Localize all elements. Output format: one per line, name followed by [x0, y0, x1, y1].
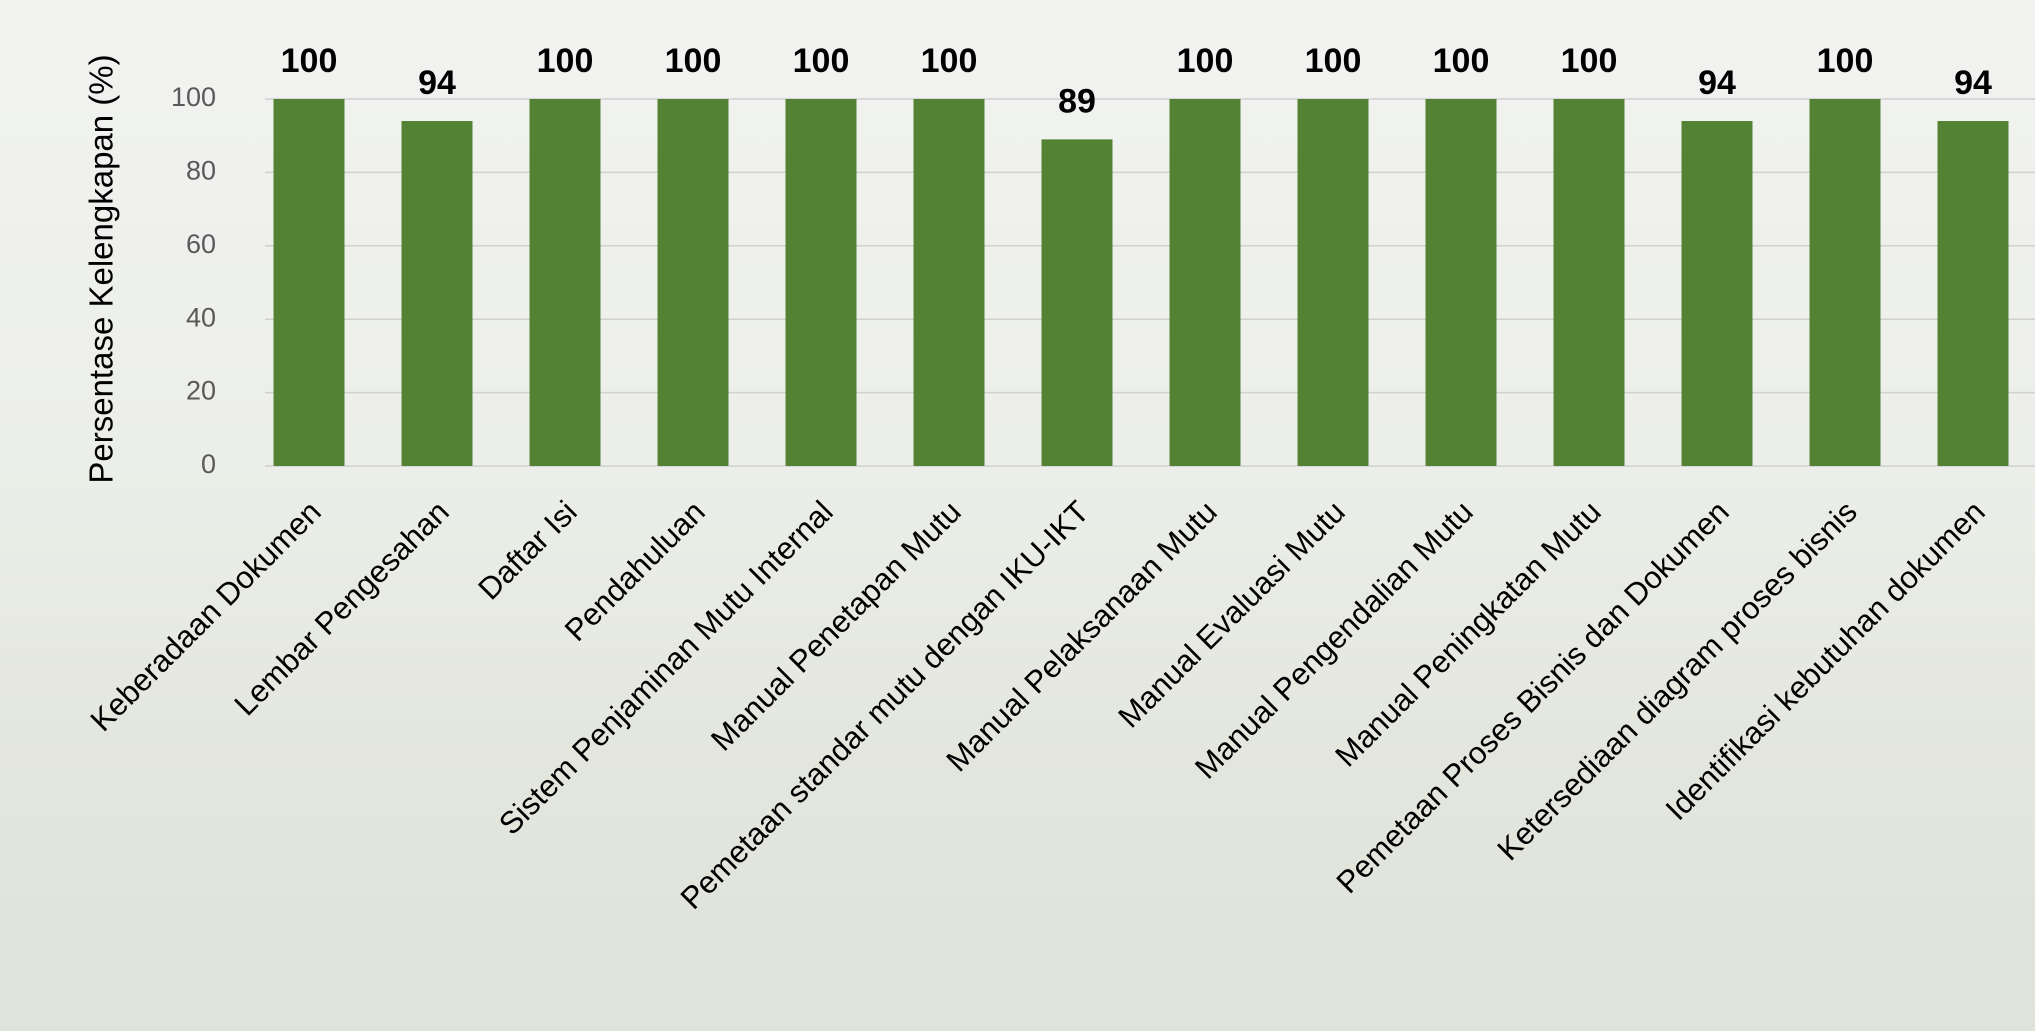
y-tick-label: 100 — [171, 82, 216, 112]
data-label: 94 — [1698, 64, 1736, 102]
data-label: 94 — [418, 64, 456, 102]
bar — [1681, 121, 1753, 467]
x-tick-label: Keberadaan Dokumen — [84, 494, 328, 738]
y-tick-label: 80 — [186, 156, 216, 186]
bar — [657, 99, 729, 466]
x-tick-label: Lembar Pengesahan — [227, 494, 455, 722]
y-tick-label: 20 — [186, 376, 216, 406]
data-label: 100 — [665, 42, 722, 80]
data-label: 100 — [281, 42, 338, 80]
bar — [1937, 121, 2009, 467]
bar — [1425, 99, 1497, 466]
data-label: 100 — [1817, 42, 1874, 80]
data-label: 100 — [1305, 42, 1362, 80]
data-label: 100 — [793, 42, 850, 80]
bar — [1041, 139, 1113, 466]
data-label: 100 — [1561, 42, 1618, 80]
bar — [1169, 99, 1241, 466]
bar — [1809, 99, 1881, 466]
data-label: 100 — [921, 42, 978, 80]
bar — [401, 121, 473, 467]
bar — [1297, 99, 1369, 466]
data-label: 89 — [1058, 82, 1096, 120]
y-tick-label: 40 — [186, 302, 216, 332]
y-tick-label: 60 — [186, 229, 216, 259]
x-tick-label: Daftar Isi — [471, 494, 583, 606]
data-label: 94 — [1954, 64, 1992, 102]
x-tick-label: Manual Peningkatan Mutu — [1328, 494, 1607, 773]
bar — [529, 99, 601, 466]
bar — [785, 99, 857, 466]
bar — [273, 99, 345, 466]
y-axis-title: Persentase Kelengkapan (%) — [83, 54, 120, 483]
x-tick-label: Manual Pelaksanaan Mutu — [939, 494, 1223, 778]
data-label: 100 — [537, 42, 594, 80]
bar — [913, 99, 985, 466]
data-label: 100 — [1433, 42, 1490, 80]
data-label: 100 — [1177, 42, 1234, 80]
x-tick-label: Manual Penetapan Mutu — [704, 494, 968, 758]
bar — [1553, 99, 1625, 466]
y-tick-label: 0 — [201, 449, 216, 479]
x-tick-label: Manual Evaluasi Mutu — [1111, 494, 1351, 734]
